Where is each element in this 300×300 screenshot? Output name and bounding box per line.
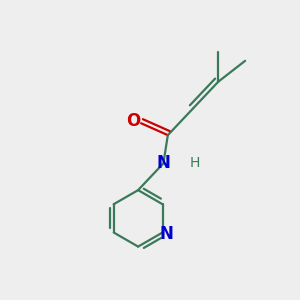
Text: N: N bbox=[159, 225, 173, 243]
Text: H: H bbox=[189, 156, 200, 170]
Text: N: N bbox=[156, 154, 170, 172]
Text: O: O bbox=[127, 112, 141, 130]
